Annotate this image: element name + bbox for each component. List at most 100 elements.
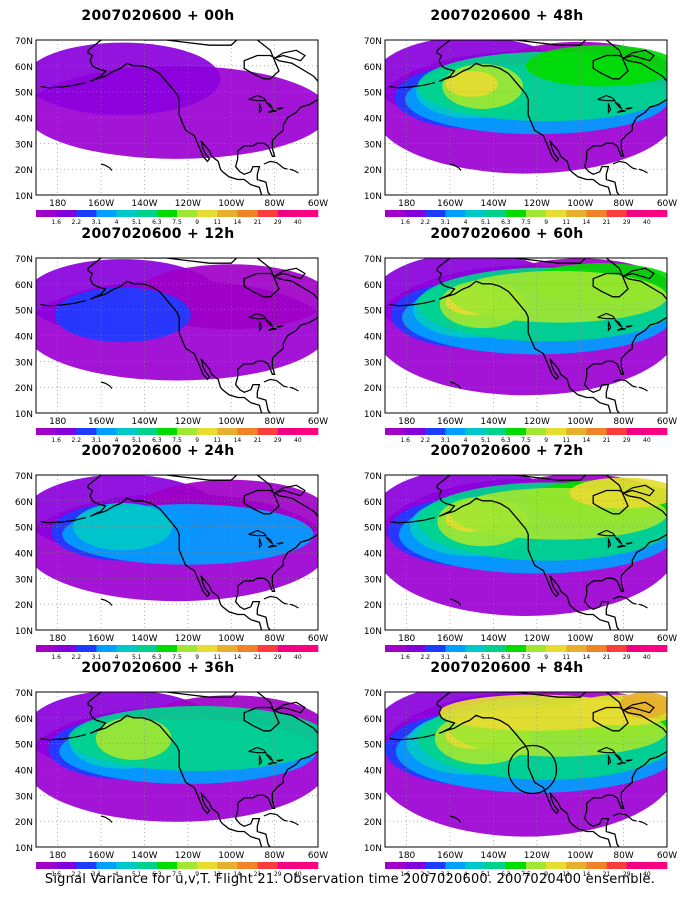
lat-label: 50N bbox=[364, 524, 382, 534]
lon-label: 100W bbox=[567, 199, 593, 209]
variance-contour bbox=[619, 692, 667, 718]
lat-label: 40N bbox=[15, 767, 33, 777]
colorbar-label: 1.6 bbox=[400, 654, 410, 660]
colorbar-swatch bbox=[425, 210, 446, 217]
lon-label: 100W bbox=[218, 634, 244, 644]
colorbar-label: 11 bbox=[213, 437, 221, 443]
lon-label: 140W bbox=[131, 417, 157, 427]
colorbar-label: 6.3 bbox=[152, 654, 162, 660]
map-panel: 2007020600 + 00h 70N 60N 50N 40N 30N 20N 10N 180… bbox=[8, 8, 328, 225]
lat-label: 20N bbox=[15, 384, 33, 394]
colorbar-swatch bbox=[76, 862, 97, 869]
colorbar-label: 3.1 bbox=[92, 437, 102, 443]
colorbar-label: 1.6 bbox=[51, 654, 61, 660]
colorbar-swatch bbox=[546, 210, 567, 217]
colorbar-swatch bbox=[445, 862, 466, 869]
colorbar-swatch bbox=[56, 645, 77, 652]
lon-label: 120W bbox=[175, 851, 201, 861]
lat-label: 20N bbox=[364, 601, 382, 611]
colorbar-label: 14 bbox=[583, 219, 591, 225]
lat-label: 60N bbox=[364, 281, 382, 291]
coastline bbox=[436, 475, 667, 630]
lon-label: 60W bbox=[657, 199, 677, 209]
lat-label: 70N bbox=[15, 37, 33, 47]
lat-label: 20N bbox=[15, 601, 33, 611]
colorbar-label: 6.3 bbox=[152, 871, 162, 877]
colorbar-label: 3.1 bbox=[441, 654, 451, 660]
colorbar-label: 21 bbox=[254, 437, 262, 443]
lon-label: 80W bbox=[613, 417, 633, 427]
lat-label: 60N bbox=[15, 715, 33, 725]
colorbar-label: 40 bbox=[294, 654, 302, 660]
colorbar-swatch bbox=[277, 210, 299, 217]
colorbar-swatch bbox=[485, 862, 507, 869]
lat-label: 70N bbox=[364, 37, 382, 47]
map-panel: 2007020600 + 60h 70N 60N 50N 40N 30N 20N 10N 180… bbox=[357, 226, 677, 443]
colorbar-swatch bbox=[606, 210, 628, 217]
lon-label: 120W bbox=[524, 634, 550, 644]
lat-label: 50N bbox=[364, 89, 382, 99]
lon-label: 120W bbox=[524, 199, 550, 209]
lat-label: 60N bbox=[15, 63, 33, 73]
colorbar-label: 29 bbox=[274, 219, 282, 225]
colorbar-label: 5.1 bbox=[132, 437, 142, 443]
colorbar-label: 14 bbox=[583, 437, 591, 443]
coastline bbox=[436, 40, 667, 195]
colorbar-label: 4 bbox=[464, 654, 468, 660]
colorbar-swatch bbox=[257, 210, 279, 217]
colorbar-swatch bbox=[116, 645, 138, 652]
colorbar-label: 14 bbox=[234, 219, 242, 225]
colorbar-swatch bbox=[156, 645, 178, 652]
lon-label: 180 bbox=[398, 417, 415, 427]
lat-label: 50N bbox=[364, 741, 382, 751]
lon-label: 140W bbox=[131, 199, 157, 209]
lat-label: 20N bbox=[15, 818, 33, 828]
lon-label: 100W bbox=[567, 634, 593, 644]
lon-label: 180 bbox=[49, 199, 66, 209]
lon-label: 140W bbox=[131, 634, 157, 644]
lon-label: 120W bbox=[175, 634, 201, 644]
colorbar-label: 9 bbox=[544, 219, 548, 225]
colorbar-swatch bbox=[425, 862, 446, 869]
colorbar-swatch bbox=[425, 428, 446, 435]
lat-label: 60N bbox=[364, 715, 382, 725]
colorbar-swatch bbox=[405, 645, 426, 652]
panel-title: 2007020600 + 24h bbox=[81, 443, 235, 459]
colorbar-label: 4 bbox=[464, 219, 468, 225]
colorbar-swatch bbox=[237, 862, 258, 869]
colorbar-label: 21 bbox=[254, 654, 262, 660]
colorbar-label: 40 bbox=[643, 219, 651, 225]
colorbar-swatch bbox=[385, 862, 406, 869]
colorbar-label: 5.1 bbox=[481, 219, 491, 225]
lon-label: 160W bbox=[437, 417, 463, 427]
colorbar-label: 6.3 bbox=[501, 437, 511, 443]
colorbar-swatch bbox=[505, 210, 527, 217]
colorbar-swatch bbox=[405, 210, 426, 217]
colorbar-swatch bbox=[385, 428, 406, 435]
lat-label: 20N bbox=[15, 166, 33, 176]
colorbar-swatch bbox=[76, 210, 97, 217]
lon-label: 140W bbox=[480, 634, 506, 644]
colorbar-swatch bbox=[586, 428, 607, 435]
colorbar-swatch bbox=[646, 862, 668, 869]
variance-map: 70N 60N 50N 40N 30N 20N 10N 180 160W 140W 120W 100W… bbox=[15, 255, 328, 443]
colorbar-label: 1.6 bbox=[400, 871, 410, 877]
colorbar-label: 4 bbox=[464, 871, 468, 877]
colorbar-label: 4 bbox=[115, 871, 119, 877]
colorbar-label: 6.3 bbox=[501, 654, 511, 660]
colorbar-swatch bbox=[76, 428, 97, 435]
colorbar-swatch bbox=[136, 210, 158, 217]
panel-title: 2007020600 + 12h bbox=[81, 226, 235, 242]
colorbar-label: 6.3 bbox=[501, 871, 511, 877]
coastline bbox=[436, 692, 667, 847]
colorbar-label: 7.5 bbox=[521, 437, 531, 443]
lat-label: 20N bbox=[364, 818, 382, 828]
colorbar-swatch bbox=[277, 862, 299, 869]
colorbar-label: 5.1 bbox=[481, 654, 491, 660]
colorbar-swatch bbox=[646, 428, 668, 435]
colorbar-swatch bbox=[136, 862, 158, 869]
lat-label: 40N bbox=[364, 115, 382, 125]
lon-label: 80W bbox=[264, 851, 284, 861]
colorbar-swatch bbox=[546, 428, 567, 435]
colorbar-label: 21 bbox=[603, 654, 611, 660]
